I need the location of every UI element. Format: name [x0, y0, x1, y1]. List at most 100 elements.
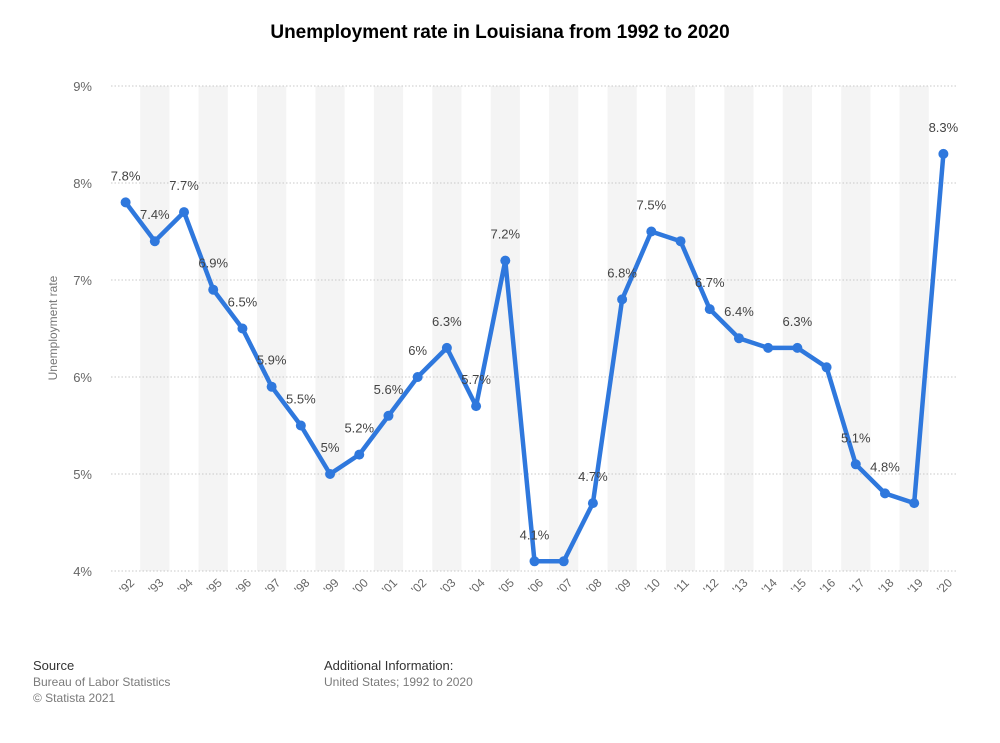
background-band: [549, 86, 579, 571]
x-tick-label: '93: [146, 575, 167, 596]
data-point[interactable]: [938, 148, 949, 159]
data-label: 5.2%: [344, 421, 374, 436]
data-label: 6.5%: [228, 295, 258, 310]
x-tick-label: '14: [759, 575, 780, 596]
data-label: 6.3%: [783, 314, 813, 329]
background-band: [432, 86, 462, 571]
x-tick-label: '95: [204, 575, 225, 596]
data-point[interactable]: [646, 226, 657, 237]
data-point[interactable]: [266, 381, 277, 392]
data-point[interactable]: [471, 401, 482, 412]
background-band: [841, 86, 871, 571]
data-point[interactable]: [441, 342, 452, 353]
data-point[interactable]: [763, 342, 774, 353]
data-point[interactable]: [383, 410, 394, 421]
gridlines: [111, 85, 958, 572]
x-tick-label: '13: [730, 575, 751, 596]
data-label: 6.3%: [432, 314, 462, 329]
x-tick-label: '02: [408, 575, 429, 596]
data-point[interactable]: [909, 498, 920, 509]
data-point[interactable]: [208, 284, 219, 295]
series-line-unemployment-rate: [123, 151, 946, 564]
data-point[interactable]: [792, 342, 803, 353]
data-label: 6.4%: [724, 304, 754, 319]
x-tick-label: '94: [175, 575, 196, 596]
data-label: 5.1%: [841, 430, 871, 445]
data-label: 5.6%: [374, 382, 404, 397]
y-tick-label: 7%: [73, 273, 92, 288]
data-point[interactable]: [120, 197, 131, 208]
y-tick-label: 6%: [73, 370, 92, 385]
data-points: [120, 148, 949, 567]
data-point[interactable]: [149, 236, 160, 247]
data-label: 4.8%: [870, 459, 900, 474]
background-band: [315, 86, 345, 571]
data-point[interactable]: [529, 556, 540, 567]
data-label: 5.7%: [461, 372, 491, 387]
source-link[interactable]: Bureau of Labor Statistics: [33, 675, 171, 689]
x-tick-label: '97: [262, 575, 283, 596]
data-point[interactable]: [354, 449, 365, 460]
y-tick-label: 9%: [73, 79, 92, 94]
additional-info-text: United States; 1992 to 2020: [324, 675, 473, 689]
data-point[interactable]: [325, 469, 336, 479]
data-point[interactable]: [704, 304, 715, 315]
data-point[interactable]: [500, 255, 511, 266]
x-tick-label: '19: [905, 575, 926, 596]
data-labels: 7.8% 7.4% 7.7% 6.9% 6.5% 5.9% 5.5% 5% 5.2% 5.6% 6%…: [111, 120, 959, 542]
x-tick-label: '05: [496, 575, 517, 596]
background-band: [257, 86, 287, 571]
data-point[interactable]: [558, 556, 569, 567]
data-point[interactable]: [587, 498, 598, 509]
x-tick-label: '01: [379, 575, 400, 596]
data-label: 6.7%: [695, 275, 725, 290]
x-tick-label: '18: [876, 575, 897, 596]
data-label: 7.5%: [637, 198, 667, 213]
footer-additional-info: Additional Information: United States; 1…: [324, 658, 473, 690]
background-band: [490, 86, 520, 571]
background-band: [607, 86, 637, 571]
x-tick-label: '15: [788, 575, 809, 596]
background-bands: [140, 86, 929, 571]
data-point[interactable]: [675, 236, 686, 247]
data-label: 6%: [408, 343, 427, 358]
x-tick-label: '16: [817, 575, 838, 596]
data-label: 5.5%: [286, 392, 316, 407]
x-tick-label: '06: [525, 575, 546, 596]
data-label: 8.3%: [929, 120, 959, 135]
copyright-text: © Statista 2021: [33, 691, 116, 705]
x-tick-label: '98: [292, 575, 313, 596]
chart-title: Unemployment rate in Louisiana from 1992…: [270, 22, 730, 43]
footer-source: Source Bureau of Labor Statistics © Stat…: [33, 658, 170, 706]
data-label: 6.9%: [198, 256, 228, 271]
source-heading: Source: [33, 658, 75, 673]
data-point[interactable]: [179, 207, 190, 218]
x-tick-label: '07: [554, 575, 575, 596]
x-tick-label: '11: [672, 576, 693, 597]
y-axis-label: Unemployment rate: [46, 275, 60, 380]
data-label: 7.2%: [490, 227, 520, 242]
y-tick-label: 8%: [73, 176, 92, 191]
data-label: 7.8%: [111, 168, 141, 183]
data-point[interactable]: [412, 372, 423, 382]
data-label: 5%: [321, 440, 340, 455]
x-tick-label: '17: [846, 575, 867, 596]
y-tick-label: 5%: [73, 467, 92, 482]
data-point[interactable]: [850, 459, 861, 470]
x-axis-ticks: '92 '93 '94 '95 '96 '97 '98 '99 '00 '01 '02 '03 '04 '…: [116, 575, 955, 596]
background-band: [665, 86, 696, 571]
data-label: 7.7%: [169, 178, 199, 193]
background-band: [198, 86, 228, 571]
data-point[interactable]: [733, 333, 744, 344]
data-point[interactable]: [237, 323, 248, 334]
background-band: [782, 86, 812, 571]
data-point[interactable]: [821, 362, 832, 373]
data-point[interactable]: [617, 294, 628, 305]
x-tick-label: '04: [467, 575, 488, 596]
data-point[interactable]: [879, 488, 890, 499]
additional-info-heading: Additional Information:: [324, 658, 454, 673]
x-tick-label: '20: [934, 575, 955, 596]
data-point[interactable]: [295, 420, 306, 431]
x-tick-label: '00: [350, 575, 371, 596]
y-axis-ticks: 9% 8% 7% 6% 5% 4%: [73, 79, 92, 579]
